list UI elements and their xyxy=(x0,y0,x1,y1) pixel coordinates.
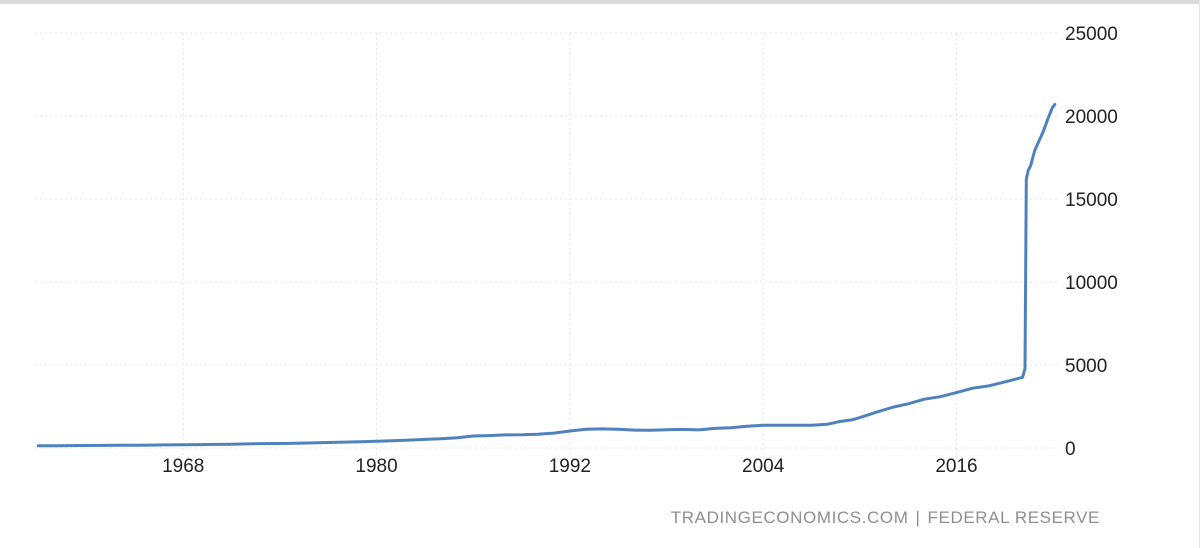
y-tick-label: 10000 xyxy=(1065,273,1118,294)
attribution-separator: | xyxy=(915,508,921,527)
y-tick-label: 15000 xyxy=(1065,190,1118,211)
attribution: TRADINGECONOMICS.COM | FEDERAL RESERVE xyxy=(671,508,1100,528)
plot-area[interactable] xyxy=(35,33,1058,448)
attribution-source: FEDERAL RESERVE xyxy=(927,508,1100,527)
x-tick-label: 1980 xyxy=(355,456,397,477)
x-tick-label: 1992 xyxy=(549,456,591,477)
top-border xyxy=(0,0,1200,4)
y-tick-label: 0 xyxy=(1065,439,1076,460)
x-tick-label: 2004 xyxy=(742,456,785,477)
gridlines xyxy=(35,32,1058,455)
attribution-site-link[interactable]: TRADINGECONOMICS.COM xyxy=(670,508,909,527)
x-tick-label: 2016 xyxy=(935,456,977,477)
y-tick-label: 5000 xyxy=(1065,356,1107,377)
y-tick-label: 25000 xyxy=(1065,24,1118,45)
series-line xyxy=(36,102,1057,448)
x-tick-label: 1968 xyxy=(162,456,204,477)
tick-labels: 0 5000 10000 15000 20000 25000 1968 1980 1992 200… xyxy=(162,24,1118,477)
y-tick-label: 20000 xyxy=(1065,107,1118,128)
